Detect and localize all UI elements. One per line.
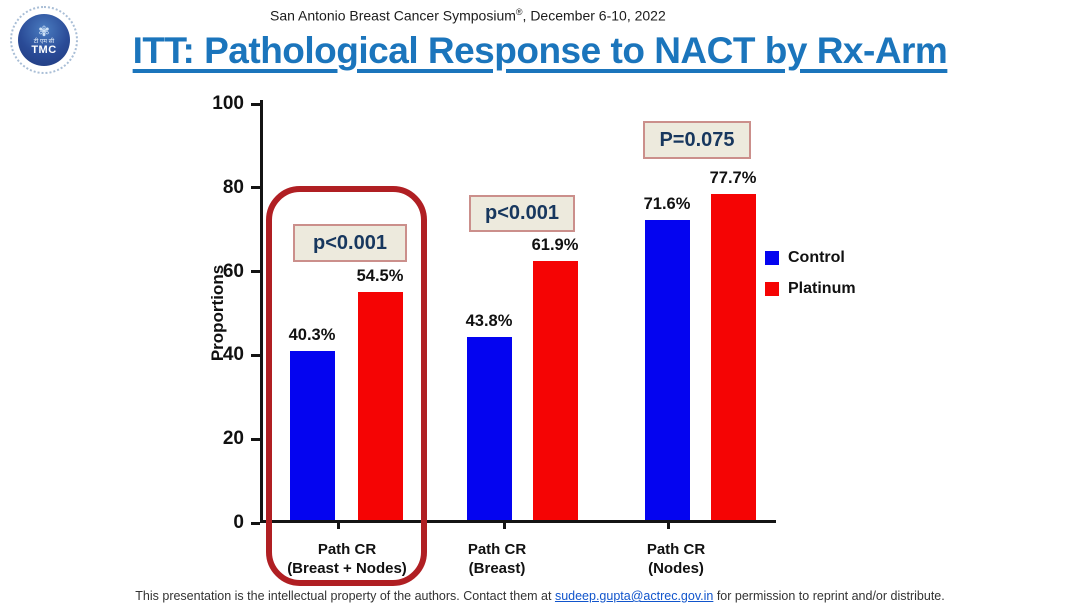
y-tick-mark — [251, 521, 260, 525]
x-category-line1: Path CR — [646, 541, 706, 558]
contact-email-link[interactable]: sudeep.gupta@actrec.gov.in — [554, 589, 714, 603]
y-tick-label: 20 — [222, 428, 244, 450]
value-label: 77.7% — [709, 169, 757, 188]
bar-platinum-nodes — [711, 194, 756, 520]
p-value-box-nodes: P=0.075 — [643, 121, 751, 159]
value-label: 43.8% — [465, 311, 513, 330]
page-title: ITT: Pathological Response to NACT by Rx… — [132, 30, 948, 71]
lotus-icon: ✾ — [38, 23, 50, 39]
value-label: 40.3% — [288, 326, 336, 345]
legend-label: Platinum — [788, 280, 856, 297]
platinum-swatch-icon — [765, 282, 779, 296]
y-tick-label: 60 — [222, 260, 244, 282]
y-tick-label: 80 — [222, 176, 244, 198]
slide-header: San Antonio Breast Cancer Symposium®, De… — [270, 7, 666, 24]
x-category-line2: (Breast) — [468, 560, 526, 577]
tmc-logo: ✾ टी एम सी TMC — [10, 6, 78, 74]
legend: Control Platinum — [765, 249, 856, 311]
x-category-nodes: Path CR (Nodes) — [576, 540, 776, 578]
bar-platinum-breast-nodes — [358, 291, 403, 520]
x-category-breast-nodes: Path CR (Breast + Nodes) — [247, 540, 447, 578]
legend-item-control: Control — [765, 249, 856, 267]
p-value-box-breast-nodes: p<0.001 — [293, 224, 407, 262]
y-tick-label: 100 — [212, 93, 244, 114]
bar-control-breast-nodes — [290, 351, 335, 520]
footer-text-pre: This presentation is the intellectual pr… — [135, 589, 555, 603]
p-value-box-breast: p<0.001 — [469, 195, 575, 232]
y-tick-mark — [251, 186, 260, 190]
symposium-name: San Antonio Breast Cancer Symposium — [270, 7, 516, 24]
symposium-date: , December 6-10, 2022 — [522, 7, 666, 24]
x-tick-mark — [667, 520, 670, 529]
y-tick-mark — [251, 437, 260, 441]
legend-item-platinum: Platinum — [765, 280, 856, 298]
y-tick-label: 0 — [233, 512, 244, 533]
bar-control-nodes — [645, 220, 690, 520]
footer-text-post: for permission to reprint and/or distrib… — [713, 589, 945, 603]
x-category-line2: (Nodes) — [648, 560, 704, 577]
tmc-logo-inner: ✾ टी एम सी TMC — [18, 14, 70, 66]
logo-devanagari-text: टी एम सी — [33, 39, 55, 45]
legend-label: Control — [788, 249, 845, 266]
y-axis: 0 20 40 60 80 100 — [187, 93, 260, 533]
x-category-line1: Path CR — [467, 541, 527, 558]
value-label: 61.9% — [531, 235, 579, 254]
y-tick-mark — [251, 270, 260, 274]
logo-abbr-text: TMC — [31, 44, 57, 56]
bar-control-breast — [467, 336, 512, 520]
x-tick-mark — [337, 520, 340, 529]
x-category-breast: Path CR (Breast) — [397, 540, 597, 578]
value-label: 54.5% — [356, 266, 404, 285]
value-label: 71.6% — [643, 195, 691, 213]
y-tick-mark — [251, 353, 260, 357]
registered-mark: ® — [515, 7, 523, 17]
y-tick-mark — [251, 102, 260, 106]
footer-disclaimer: This presentation is the intellectual pr… — [0, 589, 1080, 603]
bar-chart-plot-area: 40.3% 54.5% 43.8% 61.9% 71.6% 77.7% — [260, 100, 776, 529]
bar-platinum-breast — [533, 260, 578, 520]
x-category-line2: (Breast + Nodes) — [287, 560, 407, 577]
x-tick-mark — [503, 520, 506, 529]
x-category-line1: Path CR — [317, 541, 377, 558]
control-swatch-icon — [765, 251, 779, 265]
y-tick-label: 40 — [222, 344, 244, 366]
